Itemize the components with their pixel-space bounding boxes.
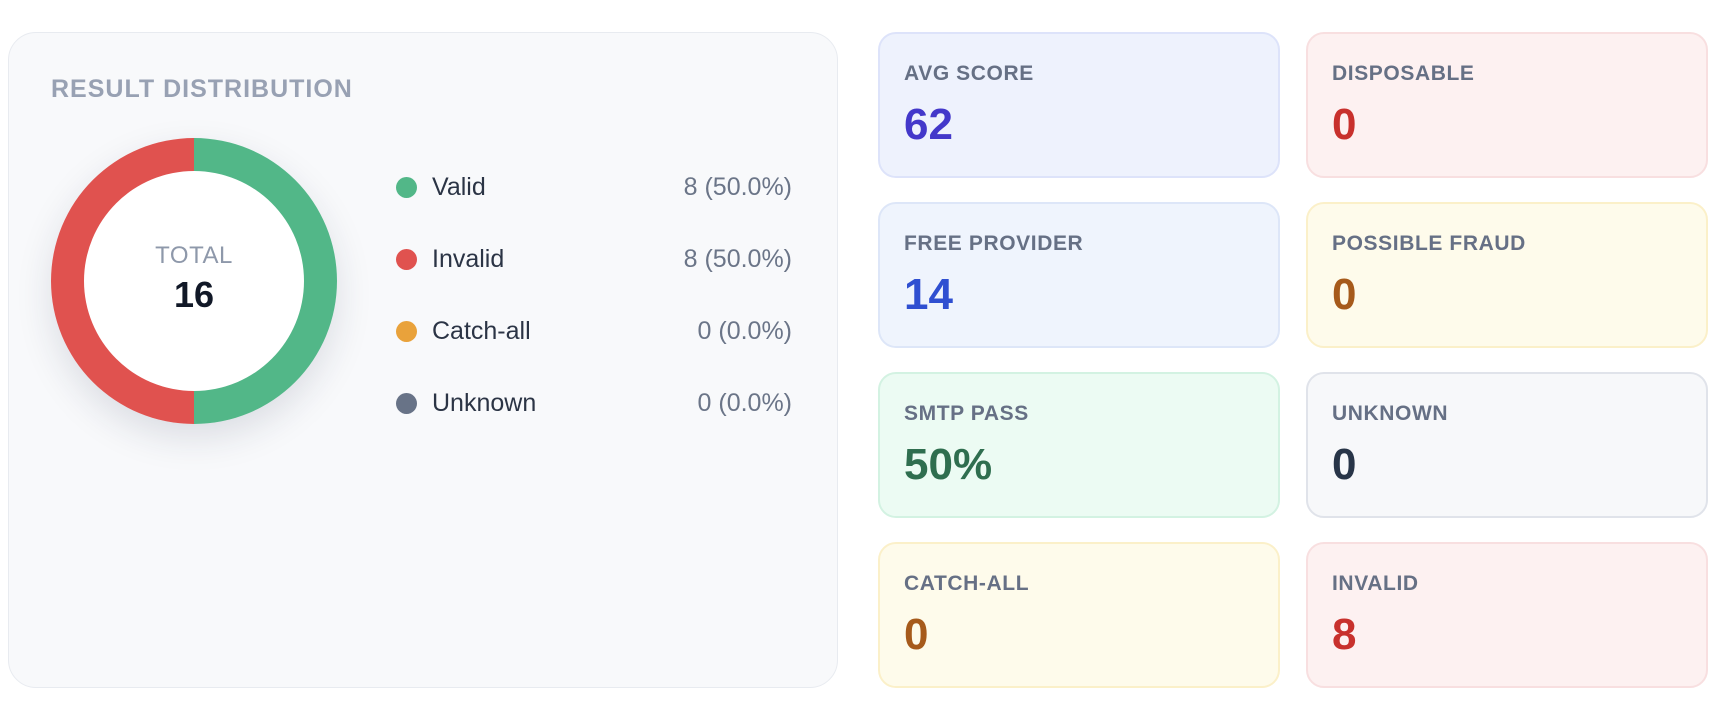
metric-label: DISPOSABLE bbox=[1332, 62, 1475, 85]
donut-svg bbox=[51, 138, 337, 424]
metric-card-possible-fraud: POSSIBLE FRAUD 0 bbox=[1306, 202, 1708, 348]
legend-value: 0 (0.0%) bbox=[697, 389, 792, 417]
legend-label: Catch-all bbox=[432, 317, 531, 345]
metrics-grid: AVG SCORE 62 DISPOSABLE 0 FREE PROVIDER … bbox=[878, 32, 1708, 688]
total-value: 16 bbox=[173, 274, 215, 315]
metric-value: 0 bbox=[1332, 440, 1357, 489]
donut-chart: TOTAL 16 bbox=[51, 138, 337, 424]
metric-value: 50% bbox=[904, 440, 993, 489]
legend-value: 8 (50.0%) bbox=[683, 245, 792, 273]
legend-value: 0 (0.0%) bbox=[697, 317, 792, 345]
metric-card-invalid: INVALID 8 bbox=[1306, 542, 1708, 688]
metric-label: UNKNOWN bbox=[1332, 402, 1449, 425]
metric-label: SMTP PASS bbox=[904, 402, 1029, 425]
donut-slice-invalid bbox=[51, 138, 194, 424]
metric-label: POSSIBLE FRAUD bbox=[1332, 232, 1526, 255]
legend-label: Valid bbox=[432, 173, 486, 201]
metric-label: FREE PROVIDER bbox=[904, 232, 1084, 255]
legend-item-invalid: Invalid 8 (50.0%) bbox=[396, 245, 792, 317]
catch-all-dot-icon bbox=[396, 321, 417, 342]
metric-value: 8 bbox=[1332, 610, 1357, 659]
result-distribution-panel: RESULT DISTRIBUTION TOTAL 16 Valid 8 (50… bbox=[8, 32, 838, 688]
metric-value: 14 bbox=[904, 270, 953, 319]
metric-label: AVG SCORE bbox=[904, 62, 1034, 85]
metric-card-catch-all: CATCH-ALL 0 bbox=[878, 542, 1280, 688]
metric-card-smtp-pass: SMTP PASS 50% bbox=[878, 372, 1280, 518]
invalid-dot-icon bbox=[396, 249, 417, 270]
metric-label: CATCH-ALL bbox=[904, 572, 1030, 595]
valid-dot-icon bbox=[396, 177, 417, 198]
donut-slice-valid bbox=[194, 138, 337, 424]
legend-item-valid: Valid 8 (50.0%) bbox=[396, 173, 792, 245]
unknown-dot-icon bbox=[396, 393, 417, 414]
legend-label: Invalid bbox=[432, 245, 505, 273]
metric-label: INVALID bbox=[1332, 572, 1419, 595]
metric-value: 62 bbox=[904, 100, 953, 149]
metric-card-free-provider: FREE PROVIDER 14 bbox=[878, 202, 1280, 348]
total-label: TOTAL bbox=[155, 242, 233, 269]
donut-center: TOTAL 16 bbox=[51, 138, 337, 424]
metric-value: 0 bbox=[904, 610, 929, 659]
legend: Valid 8 (50.0%) Invalid 8 (50.0%) Catch-… bbox=[396, 173, 792, 461]
legend-label: Unknown bbox=[432, 389, 537, 417]
metric-value: 0 bbox=[1332, 100, 1357, 149]
distribution-title: RESULT DISTRIBUTION bbox=[51, 75, 353, 103]
metric-card-unknown: UNKNOWN 0 bbox=[1306, 372, 1708, 518]
metric-value: 0 bbox=[1332, 270, 1357, 319]
metric-card-disposable: DISPOSABLE 0 bbox=[1306, 32, 1708, 178]
legend-item-catch-all: Catch-all 0 (0.0%) bbox=[396, 317, 792, 389]
metric-card-avg-score: AVG SCORE 62 bbox=[878, 32, 1280, 178]
legend-item-unknown: Unknown 0 (0.0%) bbox=[396, 389, 792, 461]
legend-value: 8 (50.0%) bbox=[683, 173, 792, 201]
